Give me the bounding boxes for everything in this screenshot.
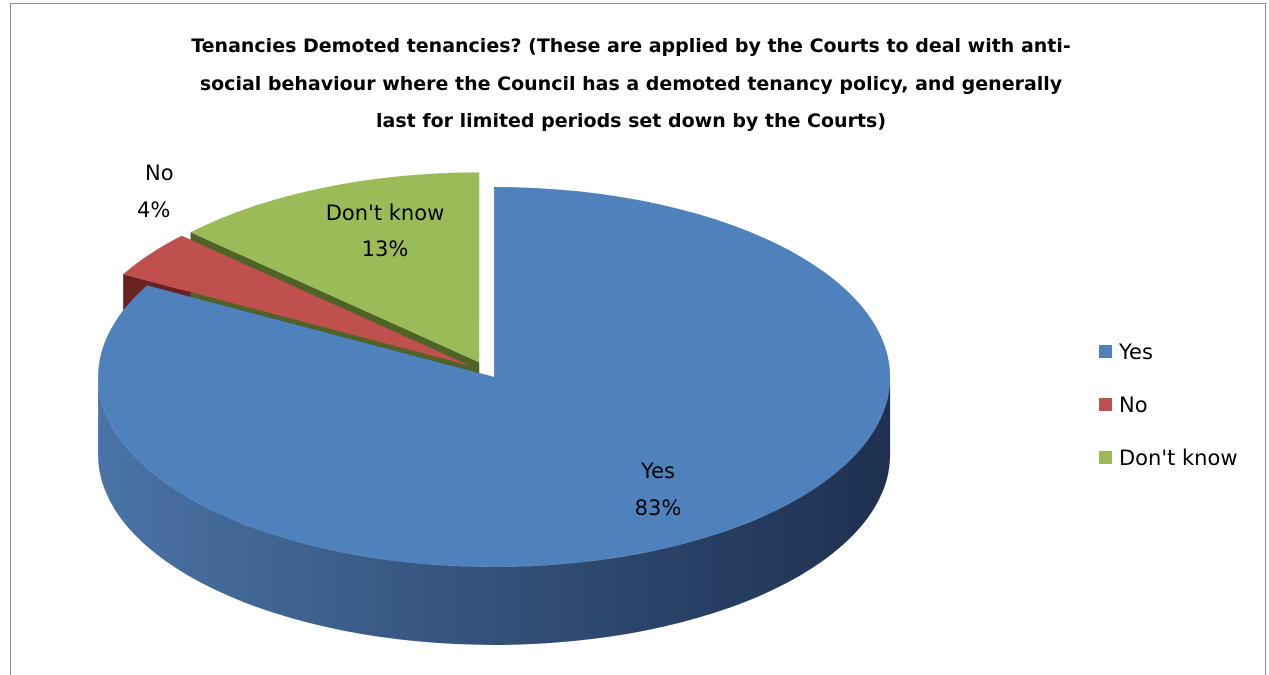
data-label-dontknow-name: Don't know [326,201,445,225]
data-label-no-name: No [145,161,174,185]
pie-slice-yes-side [98,376,891,645]
data-labels: Yes 83% No 4% Don't know 13% [137,161,681,520]
chart-title: Tenancies Demoted tenancies? (These are … [191,35,1071,132]
legend-swatch-yes [1099,345,1112,358]
legend-label-dontknow: Don't know [1119,446,1238,470]
data-label-yes-name: Yes [640,459,675,483]
chart-title-line-1: Tenancies Demoted tenancies? (These are … [191,35,1071,57]
chart-title-line-2: social behaviour where the Council has a… [200,73,1063,95]
data-label-no-value: 4% [137,198,170,222]
pie-slice-no [123,235,471,366]
chart-frame [10,3,1266,675]
legend-swatch-no [1099,398,1112,411]
pie-slice-yes [98,186,891,567]
legend-label-no: No [1119,393,1148,417]
legend-swatch-dontknow [1099,451,1112,464]
legend: Yes No Don't know [1099,340,1238,470]
chart-title-line-3: last for limited periods set down by the… [376,110,886,132]
data-label-dontknow-value: 13% [362,237,409,261]
data-label-yes-value: 83% [635,496,682,520]
legend-label-yes: Yes [1118,340,1153,364]
pie-slice-dontknow [190,172,480,363]
pie-group [98,172,891,645]
